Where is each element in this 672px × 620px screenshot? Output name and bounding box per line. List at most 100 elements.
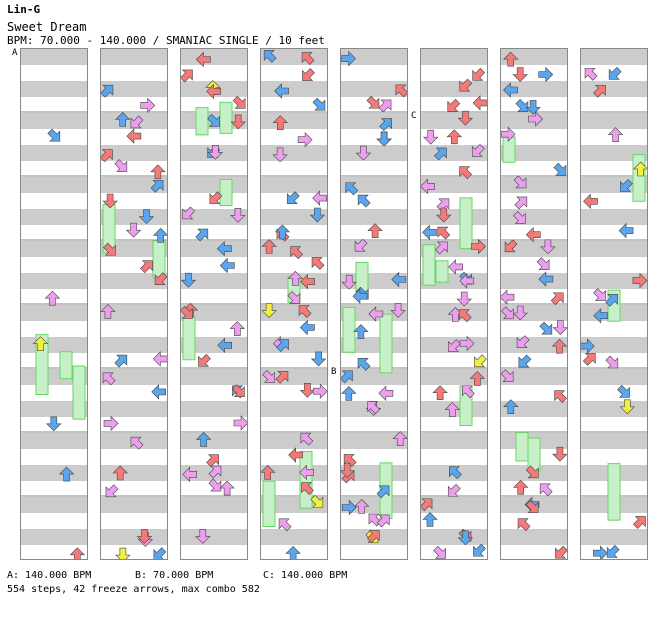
step-arrow-icon [550,292,564,306]
step-arrow-icon [607,127,624,142]
freeze-arrow-icon [435,260,449,283]
beat-stripe [341,209,407,225]
freeze-arrow-icon [607,463,621,521]
step-arrow-icon [536,257,550,270]
step-arrow-icon [605,294,618,307]
step-arrow-icon [103,242,116,256]
step-arrow-icon [551,338,567,354]
beat-stripe [101,465,167,481]
freeze-arrow-icon [502,136,516,163]
step-arrow-icon [584,67,598,81]
step-arrow-icon [69,547,86,559]
step-arrow-icon [504,239,518,253]
beat-stripe [261,209,327,225]
step-arrow-icon [376,485,390,499]
step-arrow-icon [233,415,247,431]
beat-stripe [261,177,327,193]
beat-stripe [421,529,487,545]
step-arrow-icon [444,402,461,417]
step-arrow-icon [263,50,277,63]
beat-stripe [181,497,247,513]
beat-stripe [181,401,247,417]
beat-stripe [261,145,327,161]
step-arrow-icon [449,466,462,480]
step-arrow-icon [229,321,246,336]
step-arrow-icon [436,207,452,223]
step-arrow-icon [632,272,647,289]
step-arrow-icon [286,191,300,204]
beat-stripe [21,81,87,97]
step-arrow-icon [219,257,235,274]
freeze-arrow-icon [527,437,541,472]
step-arrow-icon [209,191,223,205]
freeze-arrow-icon [515,432,529,462]
bpm-marker-c: C [411,111,417,121]
beat-stripe [261,529,327,545]
beat-stripe [21,497,87,513]
beat-stripe [261,305,327,321]
step-arrow-icon [474,354,487,368]
step-arrow-icon [422,224,437,241]
beat-stripe [101,497,167,513]
step-arrow-icon [513,211,526,224]
beat-stripe [181,305,247,321]
step-arrow-icon [459,273,475,289]
step-arrow-icon [114,112,131,127]
beat-stripe [181,369,247,385]
beat-stripe [21,113,87,129]
chart-column-7 [500,48,568,560]
step-arrow-icon [32,336,49,352]
step-arrow-icon [102,193,118,209]
beat-stripe [501,177,567,193]
step-arrow-icon [501,369,514,382]
beat-stripe [341,241,407,257]
freeze-arrow-icon [182,316,196,361]
step-arrow-icon [469,370,486,386]
step-arrow-icon [312,383,327,399]
chart-column-svg [501,49,567,559]
step-arrow-icon [525,500,539,513]
beat-stripe [101,273,167,289]
step-arrow-icon [513,175,527,189]
step-arrow-icon [58,466,75,482]
beat-stripe [261,337,327,353]
step-arrow-icon [206,454,219,468]
song-title: Sweet Dream [7,20,87,34]
step-arrow-icon [447,483,461,497]
step-arrow-icon [366,95,380,109]
beat-stripe [581,145,647,161]
chart-column-svg [421,49,487,559]
step-arrow-icon [112,465,128,481]
chart-column-3 [180,48,248,560]
step-arrow-icon [275,371,289,384]
step-arrow-icon [501,289,515,305]
beat-stripe [421,369,487,385]
freeze-arrow-icon [342,306,356,353]
chart-column-4 [260,48,328,560]
step-arrow-icon [540,239,556,255]
step-arrow-icon [150,164,166,180]
step-arrow-icon [501,306,514,320]
beat-stripe [21,433,87,449]
step-arrow-icon [421,178,435,195]
beat-stripe [21,145,87,161]
beat-stripe [261,113,327,129]
step-arrow-icon [448,339,461,352]
step-arrow-icon [472,95,487,111]
step-arrow-icon [341,386,357,401]
beat-stripe [101,401,167,417]
step-arrow-icon [288,447,304,463]
beat-stripe [341,113,407,129]
step-arrow-icon [379,118,392,131]
step-arrow-icon [276,339,289,352]
step-arrow-icon [301,482,314,496]
step-arrow-icon [274,224,291,240]
step-arrow-icon [300,273,315,290]
beat-stripe [21,305,87,321]
artist-name: Lin-G [7,3,41,16]
step-arrow-icon [434,147,447,161]
beat-stripe [341,81,407,97]
step-arrow-icon [593,545,608,559]
step-arrow-icon [437,226,451,240]
step-arrow-icon [617,384,630,398]
